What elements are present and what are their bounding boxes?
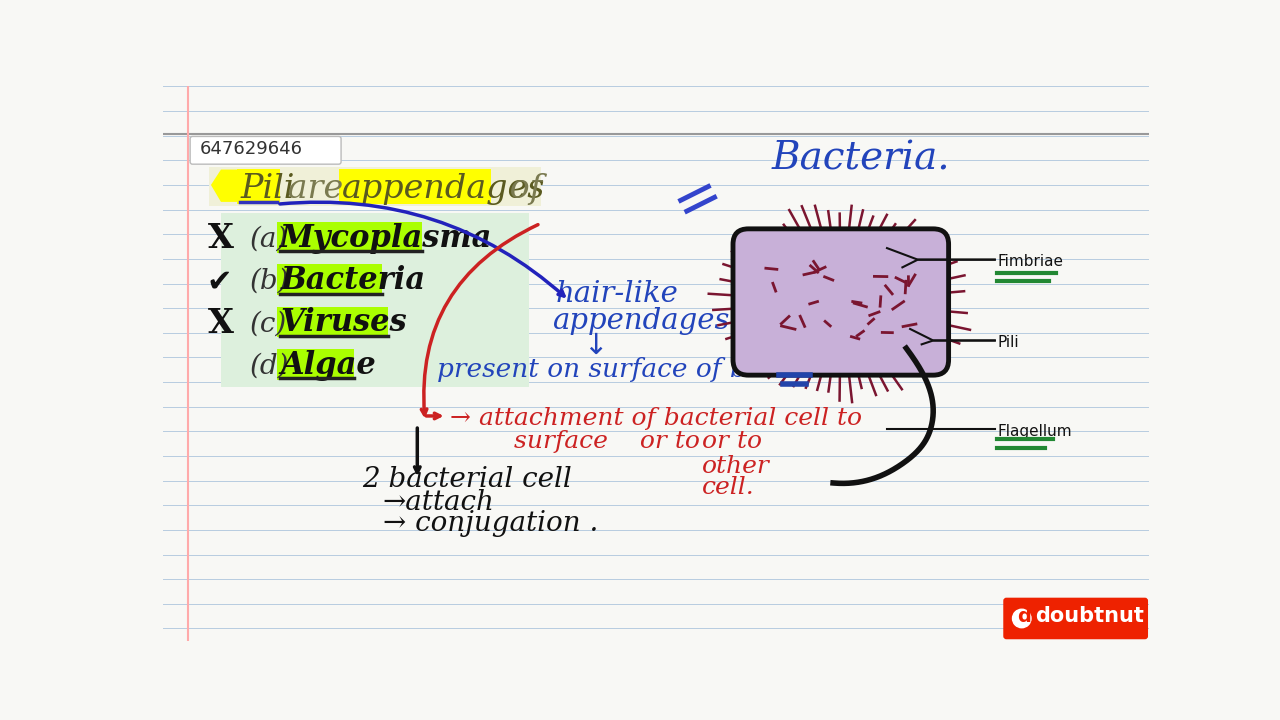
Text: (d): (d) — [250, 353, 289, 379]
Text: Flagellum: Flagellum — [997, 424, 1071, 439]
Text: (c): (c) — [250, 310, 287, 337]
Text: ✔: ✔ — [206, 267, 232, 297]
Text: (b): (b) — [250, 268, 289, 295]
Text: → attachment of bacterial cell to: → attachment of bacterial cell to — [449, 408, 861, 430]
FancyBboxPatch shape — [278, 264, 381, 295]
FancyBboxPatch shape — [278, 307, 388, 338]
Text: cell.: cell. — [703, 477, 755, 500]
Text: other: other — [703, 455, 771, 478]
Text: present on surface of bacteria.: present on surface of bacteria. — [436, 357, 849, 382]
Text: Viruses: Viruses — [280, 307, 407, 338]
FancyBboxPatch shape — [733, 229, 948, 375]
Circle shape — [1012, 609, 1030, 628]
Text: are: are — [278, 173, 355, 205]
Text: of: of — [499, 173, 541, 205]
FancyBboxPatch shape — [191, 137, 340, 164]
Text: X: X — [207, 307, 234, 340]
Text: appendages: appendages — [342, 173, 545, 205]
FancyBboxPatch shape — [237, 168, 280, 204]
Text: (a): (a) — [250, 225, 288, 253]
Text: appendages: appendages — [552, 307, 730, 335]
Text: doubtnut: doubtnut — [1034, 606, 1144, 626]
Text: d: d — [1018, 607, 1030, 626]
Text: 2 bacterial cell: 2 bacterial cell — [362, 466, 572, 492]
Text: 647629646: 647629646 — [200, 140, 303, 158]
Text: Fimbriae: Fimbriae — [997, 254, 1064, 269]
Text: X: X — [207, 222, 234, 255]
Text: surface    or to: surface or to — [513, 431, 699, 454]
Polygon shape — [211, 169, 237, 202]
FancyBboxPatch shape — [278, 222, 422, 253]
FancyBboxPatch shape — [221, 213, 529, 387]
Text: Pili: Pili — [997, 336, 1019, 351]
Text: Bacteria: Bacteria — [280, 265, 425, 296]
Text: or to: or to — [703, 431, 762, 454]
Text: →attach: →attach — [383, 489, 494, 516]
Text: Mycoplasma: Mycoplasma — [280, 222, 493, 253]
Text: Algae: Algae — [280, 350, 376, 381]
Text: Bacteria.: Bacteria. — [772, 140, 950, 178]
FancyBboxPatch shape — [339, 168, 492, 204]
FancyBboxPatch shape — [278, 349, 355, 379]
Text: ↓: ↓ — [582, 333, 607, 360]
FancyBboxPatch shape — [1004, 598, 1148, 639]
Text: Pili: Pili — [241, 173, 294, 205]
Text: hair-like: hair-like — [556, 280, 678, 308]
FancyBboxPatch shape — [210, 167, 540, 206]
Text: → conjugation .: → conjugation . — [383, 510, 598, 537]
